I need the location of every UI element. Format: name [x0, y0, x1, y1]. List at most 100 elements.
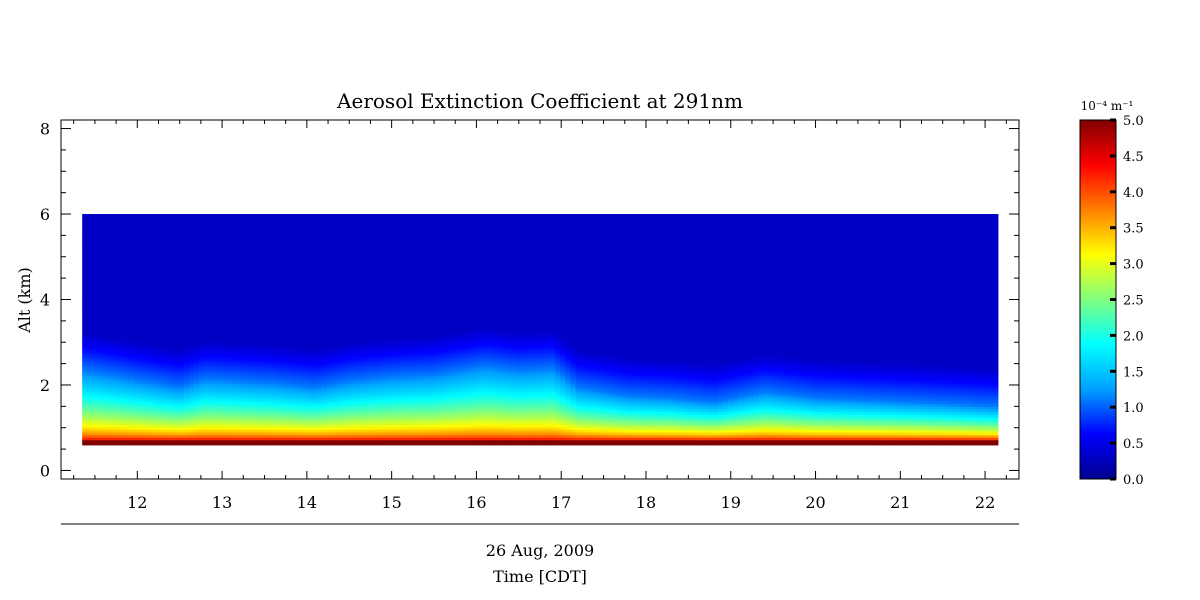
heatmap-cell	[117, 388, 124, 392]
heatmap-cell	[127, 380, 134, 384]
heatmap-cell	[163, 331, 170, 336]
heatmap-cell	[107, 411, 114, 415]
heatmap-cell	[153, 278, 160, 282]
heatmap-cell	[87, 416, 93, 420]
heatmap-cell	[199, 257, 205, 261]
heatmap-cell	[133, 288, 139, 292]
heatmap-cell	[153, 237, 160, 241]
heatmap-cell	[102, 278, 109, 282]
heatmap-cell	[92, 344, 99, 348]
heatmap-cell	[199, 396, 205, 400]
heatmap-cell	[82, 265, 88, 269]
heatmap-cell	[173, 237, 180, 241]
heatmap-cell	[178, 237, 185, 241]
heatmap-cell	[178, 252, 185, 256]
heatmap-cell	[133, 270, 139, 274]
heatmap-cell	[133, 262, 139, 266]
heatmap-cell	[138, 347, 144, 351]
heatmap-cell	[153, 414, 160, 418]
heatmap-cell	[194, 375, 200, 379]
heatmap-cell	[133, 290, 139, 295]
heatmap-cell	[199, 296, 205, 300]
heatmap-cell	[163, 329, 170, 333]
heatmap-cell	[168, 370, 175, 374]
heatmap-cell	[194, 293, 200, 297]
heatmap-cell	[102, 316, 109, 320]
heatmap-cell	[82, 347, 88, 351]
heatmap-cell	[112, 347, 119, 351]
heatmap-cell	[143, 265, 149, 269]
heatmap-cell	[117, 280, 124, 284]
heatmap-cell	[148, 229, 155, 233]
heatmap-cell	[209, 370, 216, 374]
heatmap-cell	[168, 362, 175, 366]
heatmap-cell	[117, 216, 124, 220]
heatmap-cell	[168, 275, 175, 279]
heatmap-cell	[97, 414, 104, 418]
heatmap-cell	[173, 285, 180, 289]
heatmap-cell	[199, 262, 205, 266]
heatmap-cell	[148, 306, 155, 310]
heatmap-cell	[199, 416, 205, 420]
heatmap-cell	[214, 255, 221, 259]
heatmap-cell	[199, 319, 205, 323]
heatmap-cell	[87, 411, 93, 415]
heatmap-cell	[214, 419, 221, 423]
heatmap-cell	[117, 224, 124, 228]
heatmap-cell	[127, 219, 134, 223]
heatmap-cell	[112, 329, 119, 333]
heatmap-cell	[178, 339, 185, 343]
heatmap-cell	[102, 260, 109, 264]
heatmap-cell	[285, 214, 292, 218]
heatmap-cell	[127, 411, 134, 415]
heatmap-cell	[163, 255, 170, 259]
heatmap-cell	[138, 416, 144, 420]
heatmap-cell	[92, 321, 99, 325]
heatmap-cell	[199, 334, 205, 338]
heatmap-cell	[178, 255, 185, 259]
heatmap-cell	[82, 375, 88, 379]
heatmap-cell	[122, 375, 129, 379]
heatmap-cell	[127, 316, 134, 320]
heatmap-cell	[107, 408, 114, 413]
heatmap-cell	[178, 429, 185, 433]
heatmap-cell	[158, 267, 165, 272]
heatmap-cell	[158, 331, 165, 336]
heatmap-cell	[107, 255, 114, 259]
heatmap-cell	[127, 431, 134, 436]
heatmap-cell	[107, 393, 114, 397]
heatmap-cell	[82, 373, 88, 377]
heatmap-cell	[163, 296, 170, 300]
heatmap-cell	[158, 393, 165, 397]
heatmap-cell	[87, 437, 93, 441]
heatmap-cell	[122, 329, 129, 333]
heatmap-cell	[82, 331, 88, 336]
heatmap-layer	[82, 214, 999, 446]
heatmap-cell	[143, 352, 149, 356]
heatmap-cell	[163, 344, 170, 348]
heatmap-cell	[183, 337, 190, 341]
heatmap-cell	[148, 398, 155, 402]
heatmap-cell	[153, 247, 160, 251]
heatmap-cell	[194, 237, 200, 241]
heatmap-cell	[209, 373, 216, 377]
heatmap-cell	[209, 396, 216, 400]
heatmap-cell	[158, 247, 165, 251]
heatmap-cell	[143, 362, 149, 366]
heatmap-cell	[87, 357, 93, 361]
heatmap-cell	[148, 403, 155, 407]
heatmap-cell	[214, 314, 221, 318]
heatmap-cell	[102, 352, 109, 356]
heatmap-cell	[122, 237, 129, 241]
heatmap-cell	[138, 221, 144, 225]
heatmap-cell	[92, 311, 99, 315]
heatmap-cell	[133, 326, 139, 331]
heatmap-cell	[199, 434, 205, 438]
heatmap-cell	[168, 375, 175, 379]
heatmap-cell	[158, 434, 165, 438]
heatmap-cell	[127, 255, 134, 259]
heatmap-cell	[102, 224, 109, 228]
heatmap-cell	[133, 316, 139, 320]
heatmap-cell	[209, 331, 216, 336]
heatmap-cell	[143, 303, 149, 307]
